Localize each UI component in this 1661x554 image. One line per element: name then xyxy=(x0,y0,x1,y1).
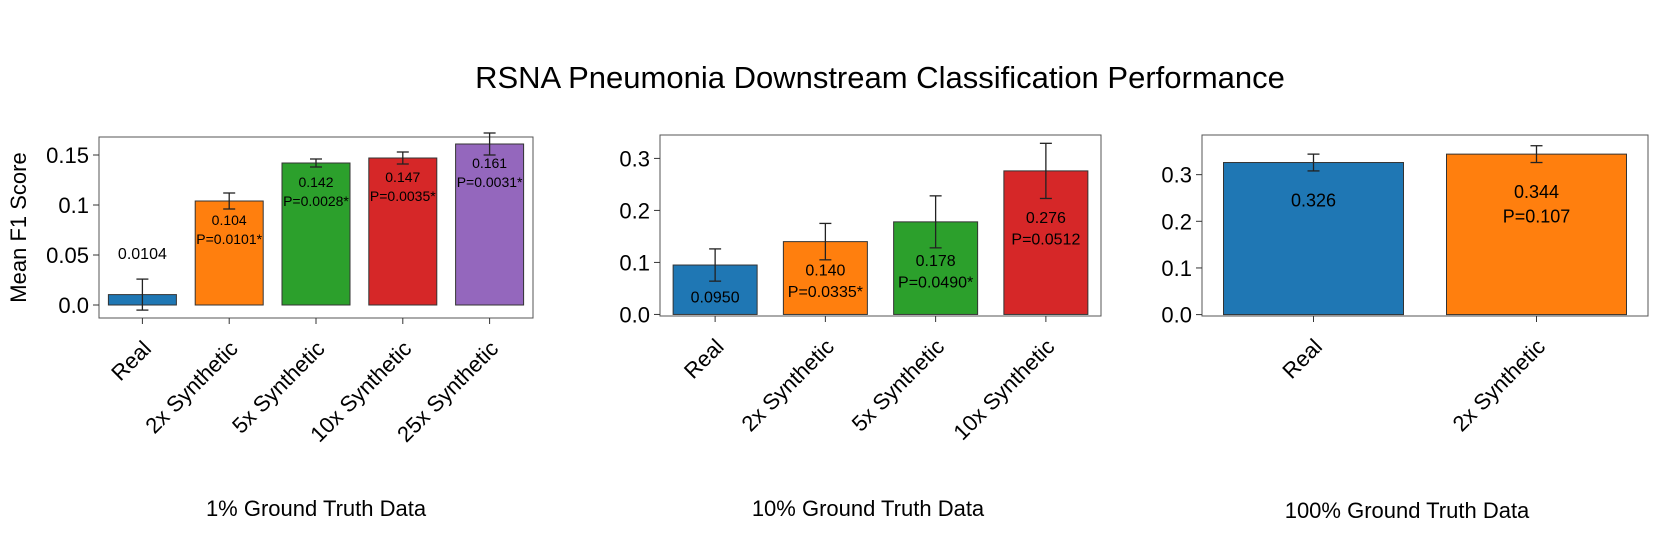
charts-group: 0.0 0.05 0.1 0.15 Mean F1 Score 0.0104 Real 0.1… xyxy=(6,132,1649,523)
x-tick-label: 10x Synthetic xyxy=(948,334,1059,445)
data-label: 0.140 xyxy=(805,263,845,280)
x-tick-label: Real xyxy=(1277,334,1327,384)
y-tick-label: 0.15 xyxy=(46,143,89,168)
y-tick-label: 0.0 xyxy=(1161,303,1192,328)
p-value-label: P=0.107 xyxy=(1503,206,1571,226)
y-tick-label: 0.3 xyxy=(1161,163,1192,188)
data-label: 0.142 xyxy=(298,174,333,190)
x-tick-label: 2x Synthetic xyxy=(736,334,838,436)
data-label: 0.0104 xyxy=(118,246,167,263)
p-value-label: P=0.0031* xyxy=(457,174,523,190)
plot-frame xyxy=(659,134,1102,317)
figure-title: RSNA Pneumonia Downstream Classification… xyxy=(475,60,1285,95)
plot-frame xyxy=(1201,134,1649,317)
bar xyxy=(455,143,525,306)
chart-2: 0.0 0.1 0.2 0.3 0.0950 Real 0.140 P=0.0335* 2x S… xyxy=(619,134,1102,521)
x-tick-label: Real xyxy=(679,334,729,384)
x-tick-label: 2x Synthetic xyxy=(1448,334,1550,436)
y-tick-label: 0.0 xyxy=(619,302,650,327)
data-label: 0.344 xyxy=(1514,182,1559,202)
bar xyxy=(368,157,438,306)
p-value-label: P=0.0035* xyxy=(370,188,436,204)
chart-1: 0.0 0.05 0.1 0.15 Mean F1 Score 0.0104 Real 0.1… xyxy=(6,132,534,521)
y-tick-label: 0.05 xyxy=(46,243,89,268)
p-value-label: P=0.0028* xyxy=(283,193,349,209)
x-tick-label: Real xyxy=(106,336,156,386)
data-label: 0.104 xyxy=(212,212,247,228)
y-axis-label: Mean F1 Score xyxy=(6,152,31,302)
data-label: 0.276 xyxy=(1026,210,1066,227)
data-label: 0.326 xyxy=(1291,191,1336,211)
y-tick-label: 0.0 xyxy=(58,293,89,318)
x-tick-label: 2x Synthetic xyxy=(140,336,242,438)
x-tick-label: 5x Synthetic xyxy=(847,334,949,436)
subplot-caption: 10% Ground Truth Data xyxy=(752,496,985,521)
data-label: 0.0950 xyxy=(691,289,740,306)
p-value-label: P=0.0335* xyxy=(788,284,863,301)
y-tick-label: 0.3 xyxy=(619,146,650,171)
bar xyxy=(194,200,264,306)
y-tick-label: 0.1 xyxy=(619,250,650,275)
p-value-label: P=0.0490* xyxy=(898,274,973,291)
data-label: 0.147 xyxy=(385,169,420,185)
subplot-caption: 100% Ground Truth Data xyxy=(1285,498,1530,523)
y-tick-label: 0.1 xyxy=(58,193,89,218)
data-label: 0.161 xyxy=(472,155,507,171)
bar xyxy=(1446,153,1627,316)
p-value-label: P=0.0101* xyxy=(196,231,262,247)
bar xyxy=(1223,162,1404,316)
y-tick-label: 0.2 xyxy=(619,198,650,223)
y-tick-label: 0.1 xyxy=(1161,256,1192,281)
p-value-label: P=0.0512 xyxy=(1011,231,1080,248)
y-tick-label: 0.2 xyxy=(1161,209,1192,234)
subplot-caption: 1% Ground Truth Data xyxy=(206,496,427,521)
bar xyxy=(281,162,351,306)
chart-3: 0.0 0.1 0.2 0.3 0.326 Real 0.344 P=0.107 2x Synt… xyxy=(1161,134,1649,523)
data-label: 0.178 xyxy=(916,253,956,270)
